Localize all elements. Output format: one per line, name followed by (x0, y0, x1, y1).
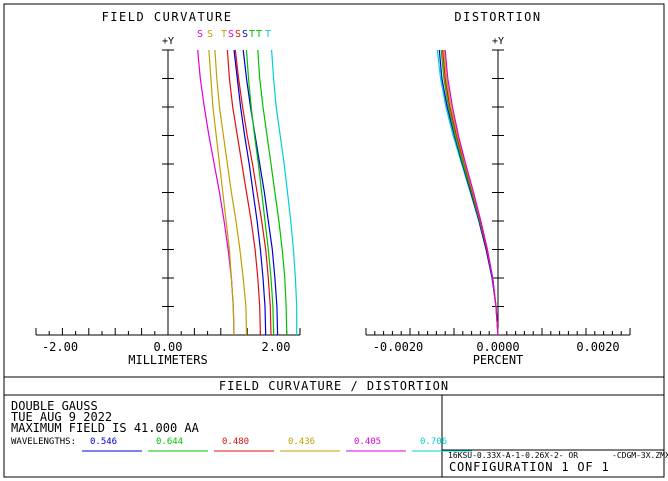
fc-series-curve (271, 49, 298, 335)
fc-legend-label: T (265, 29, 271, 40)
configuration-label: CONFIGURATION 1 OF 1 (449, 460, 610, 474)
fc-legend-label: S (228, 29, 234, 40)
dist-x-tick-label: 0.0020 (576, 340, 619, 354)
outer-frame (3, 3, 665, 478)
fc-y-axis-marker: +Y (162, 36, 174, 47)
fc-axes (35, 49, 301, 336)
fc-legend: S S T S S S T T T (197, 29, 271, 40)
fc-series-curve (197, 49, 235, 336)
distortion-title: DISTORTION (454, 10, 541, 24)
footer-info-line: DOUBLE GAUSS (11, 399, 98, 413)
dist-axes (365, 49, 631, 336)
fc-series-curve (214, 49, 248, 336)
wavelength-value: 0.436 (288, 437, 315, 447)
fc-legend-label: T (249, 29, 255, 40)
fc-series-curve (233, 49, 267, 336)
dist-y-axis-marker: +Y (492, 36, 504, 47)
fc-legend-label: T (221, 29, 227, 40)
fc-series-curve (208, 49, 235, 336)
fc-series-curve (242, 49, 279, 336)
fc-series-curve (257, 49, 288, 336)
footer-banner: FIELD CURVATURE / DISTORTION (219, 379, 449, 393)
fc-series-curve (234, 49, 272, 336)
dist-series-curve (444, 49, 499, 336)
fc-legend-label: S (235, 29, 241, 40)
wavelength-list: 0.546 0.644 0.480 0.436 0.405 0.706 (82, 437, 472, 452)
footer-info-line: TUE AUG 9 2022 (11, 410, 112, 424)
fc-series-curve (245, 49, 275, 336)
fc-curves (197, 49, 298, 336)
fc-legend-label: S (197, 29, 203, 40)
dist-curves (436, 49, 499, 336)
fc-x-tick-label: 0.00 (154, 340, 183, 354)
wavelengths-label: WAVELENGTHS: (11, 437, 76, 447)
fc-x-tick-label: 2.00 (262, 340, 291, 354)
wavelength-value: 0.546 (90, 437, 117, 447)
wavelength-value: 0.480 (222, 437, 249, 447)
lens-filename: 16KSU-0.33X-A-1-0.26X-2- OR (448, 451, 578, 460)
fc-legend-label: S (207, 29, 213, 40)
footer-info-line: MAXIMUM FIELD IS 41.000 AA (11, 421, 200, 435)
fc-series-curve (226, 49, 261, 336)
fc-x-axis-label: MILLIMETERS (128, 353, 207, 367)
dist-x-tick-label: -0.0020 (373, 340, 424, 354)
fc-x-tick-label: -2.00 (42, 340, 78, 354)
wavelength-value: 0.706 (420, 437, 447, 447)
fc-legend-label: T (256, 29, 262, 40)
field-curvature-title: FIELD CURVATURE (102, 10, 233, 24)
dist-x-tick-label: 0.0000 (476, 340, 519, 354)
lens-filename-suffix: -CDGM-3X.ZMX (612, 451, 668, 460)
wavelength-value: 0.644 (156, 437, 183, 447)
wavelength-value: 0.405 (354, 437, 381, 447)
fc-legend-label: S (242, 29, 248, 40)
dist-x-axis-label: PERCENT (473, 353, 524, 367)
